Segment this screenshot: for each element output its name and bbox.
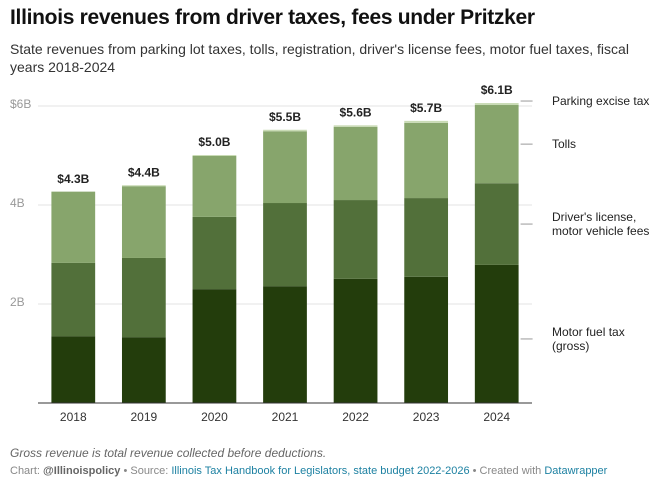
tool-link[interactable]: Datawrapper bbox=[544, 465, 608, 477]
legend-label: Motor fuel tax (gross) bbox=[552, 324, 625, 353]
x-tick-label: 2021 bbox=[272, 410, 299, 424]
bar-segment bbox=[51, 262, 96, 337]
bar-segment bbox=[474, 264, 519, 403]
total-label: $5.5B bbox=[269, 110, 301, 124]
bar-segment bbox=[263, 286, 307, 403]
bar-segment bbox=[263, 203, 307, 287]
total-label: $4.3B bbox=[57, 172, 89, 186]
chart-title: Illinois revenues from driver taxes, fee… bbox=[10, 6, 535, 29]
bar-segment bbox=[121, 257, 166, 338]
bar-segment bbox=[51, 191, 96, 263]
y-tick-label: 2B bbox=[10, 295, 25, 309]
chart-subtitle: State revenues from parking lot taxes, t… bbox=[10, 41, 629, 75]
x-tick-label: 2020 bbox=[201, 410, 228, 424]
total-label: $5.6B bbox=[340, 105, 372, 119]
bar-segment bbox=[51, 336, 96, 403]
bar-segment bbox=[192, 216, 237, 290]
bar-segment bbox=[263, 129, 307, 132]
x-tick-label: 2024 bbox=[483, 410, 510, 424]
bar-segment bbox=[121, 185, 166, 187]
tool-prefix: • Created with bbox=[472, 465, 542, 477]
total-label: $5.7B bbox=[410, 101, 442, 115]
bar-segment bbox=[333, 126, 378, 201]
bar-segment bbox=[263, 131, 307, 204]
x-tick-label: 2019 bbox=[131, 410, 158, 424]
bar-segment bbox=[333, 278, 378, 403]
total-label: $4.4B bbox=[128, 165, 160, 179]
bar-segment bbox=[121, 337, 166, 403]
legend-label: Driver's license, motor vehicle fees bbox=[552, 210, 650, 239]
bar-segment bbox=[404, 120, 449, 123]
bar-segment bbox=[192, 155, 237, 217]
bar-segment bbox=[192, 289, 237, 403]
bar-segment bbox=[404, 198, 449, 277]
total-label: $6.1B bbox=[481, 83, 513, 97]
bar-segment bbox=[404, 122, 449, 199]
bar-segment bbox=[474, 103, 519, 106]
bar-segment bbox=[192, 155, 237, 156]
y-tick-label: $6B bbox=[10, 97, 31, 111]
legend-label: Tolls bbox=[552, 137, 577, 152]
x-tick-label: 2018 bbox=[60, 410, 87, 424]
bar-segment bbox=[333, 200, 378, 279]
bar-segment bbox=[474, 105, 519, 184]
note: Gross revenue is total revenue collected… bbox=[10, 446, 327, 460]
source-line: Chart: @Illinoispolicy • Source: Illinoi… bbox=[10, 465, 607, 477]
x-tick-label: 2023 bbox=[413, 410, 440, 424]
bar-segment bbox=[333, 125, 378, 127]
source-prefix: • Source: bbox=[123, 465, 169, 477]
bar-segment bbox=[404, 276, 449, 403]
author: @Illinoispolicy bbox=[43, 465, 121, 477]
y-tick-label: 4B bbox=[10, 196, 25, 210]
source-link[interactable]: Illinois Tax Handbook for Legislators, s… bbox=[171, 465, 470, 477]
legend-label: Parking excise tax bbox=[552, 94, 650, 109]
chart-prefix: Chart: bbox=[10, 465, 40, 477]
bar-segment bbox=[121, 186, 166, 258]
bar-segment bbox=[474, 183, 519, 265]
x-tick-label: 2022 bbox=[342, 410, 369, 424]
total-label: $5.0B bbox=[198, 135, 230, 149]
